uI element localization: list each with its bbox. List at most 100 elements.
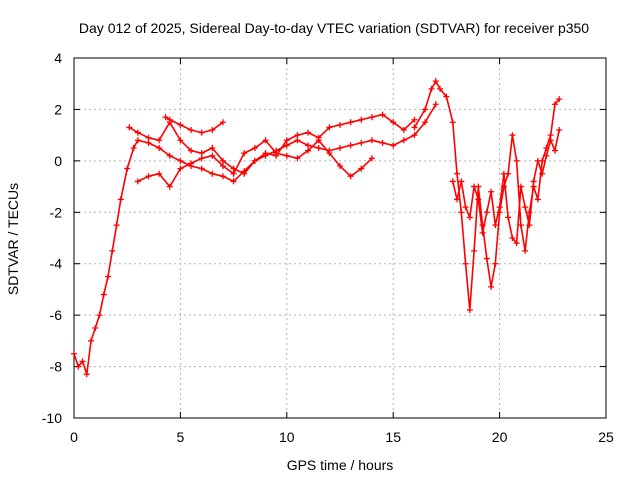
data-point [177, 165, 184, 172]
data-point [262, 150, 269, 157]
series-group [134, 137, 375, 190]
data-point [358, 139, 365, 146]
data-point [198, 165, 205, 172]
data-point [509, 132, 516, 139]
y-tick-label: 2 [54, 101, 62, 117]
data-point [209, 170, 216, 177]
data-point [522, 247, 529, 254]
axis-ticks: 0 5 10 15 20 25 -10 -8 -6 -4 -2 0 2 4 [42, 50, 614, 445]
data-point [305, 147, 312, 154]
data-point [458, 178, 465, 185]
data-point [337, 121, 343, 128]
data-point [475, 196, 482, 203]
data-point [294, 155, 301, 162]
data-point [492, 222, 499, 229]
data-point [505, 214, 512, 221]
y-tick-label: -6 [50, 307, 63, 323]
data-point [294, 137, 301, 144]
data-point [347, 173, 354, 180]
data-point [462, 260, 469, 267]
data-point [496, 204, 503, 211]
data-point [88, 337, 95, 344]
data-point [500, 170, 507, 177]
data-point [443, 93, 450, 100]
series-group [411, 78, 563, 313]
data-point [117, 196, 124, 203]
data-point [188, 160, 195, 167]
data-point [432, 101, 439, 108]
data-point [177, 137, 184, 144]
data-point [294, 132, 301, 139]
plot-frame [73, 57, 607, 419]
data-point [219, 173, 226, 180]
series-group [71, 101, 439, 378]
data-point [113, 222, 120, 229]
data-point [166, 183, 173, 190]
data-point [134, 178, 141, 185]
data-point [177, 121, 184, 128]
x-tick-label: 10 [279, 429, 295, 445]
data-point [513, 157, 520, 164]
data-point [230, 170, 237, 177]
data-point [92, 325, 99, 331]
series-line [452, 129, 560, 246]
data-point [454, 196, 461, 203]
data-point [241, 150, 248, 157]
data-point [219, 163, 226, 169]
data-point [422, 119, 429, 126]
data-point [198, 155, 205, 162]
data-point [513, 240, 520, 247]
data-point [209, 145, 216, 151]
data-point [126, 124, 133, 131]
data-point [411, 132, 418, 139]
y-tick-label: -10 [42, 410, 62, 426]
data-point [219, 119, 226, 126]
data-point [124, 165, 131, 172]
data-point [483, 255, 490, 262]
y-axis-label: SDTVAR / TECUs [5, 183, 21, 295]
data-point [379, 111, 386, 118]
data-point [492, 260, 499, 267]
data-point [241, 170, 248, 177]
series-group [449, 127, 563, 247]
data-point [305, 142, 312, 149]
data-point [422, 106, 429, 113]
series-group [126, 111, 418, 177]
x-tick-label: 15 [385, 429, 401, 445]
y-tick-label: 0 [54, 153, 62, 169]
data-point [166, 116, 173, 123]
data-point [400, 137, 407, 144]
data-point [517, 183, 524, 190]
y-tick-label: -2 [50, 204, 63, 220]
data-point [134, 129, 141, 136]
data-point [534, 157, 541, 164]
data-series [71, 78, 563, 378]
data-point [390, 119, 397, 126]
data-point [454, 170, 461, 177]
data-point [100, 291, 107, 298]
x-tick-label: 25 [598, 429, 614, 445]
series-line [413, 79, 560, 311]
data-point [177, 157, 184, 164]
data-point [209, 127, 216, 133]
data-point [283, 142, 290, 149]
data-point [315, 137, 322, 144]
data-point [543, 152, 550, 159]
data-point [368, 137, 375, 144]
data-point [449, 178, 456, 185]
data-point [458, 209, 465, 216]
data-point [432, 78, 439, 85]
data-point [379, 139, 386, 146]
data-point [556, 127, 563, 133]
data-point [551, 101, 558, 108]
data-point [109, 247, 116, 254]
data-point [368, 114, 375, 121]
data-point [305, 129, 312, 136]
data-point [347, 119, 354, 126]
data-point [251, 157, 258, 164]
series-group [162, 114, 226, 136]
data-point [526, 222, 533, 229]
data-point [428, 85, 435, 92]
data-point [479, 229, 486, 236]
data-point [337, 163, 343, 169]
